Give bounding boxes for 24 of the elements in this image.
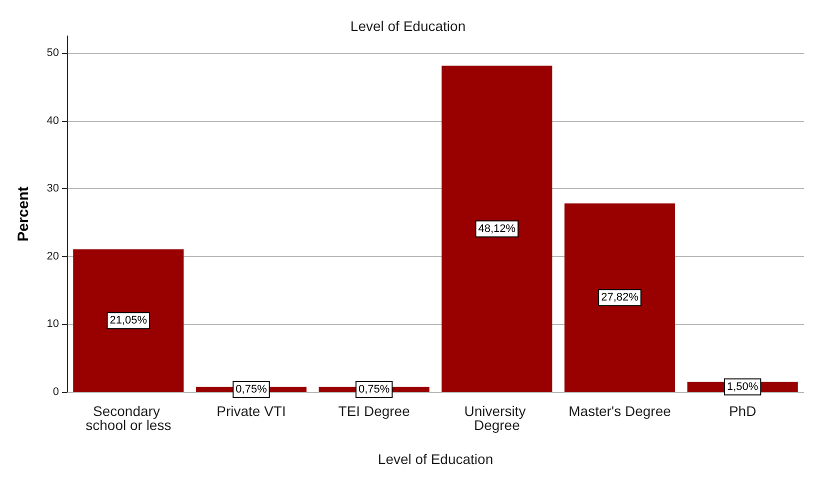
y-tick-label: 30 [46, 182, 59, 195]
y-tick-label: 10 [46, 318, 59, 330]
bar [564, 203, 676, 392]
x-tick-label: Master's Degree [568, 403, 672, 419]
bar [442, 66, 552, 392]
x-tick-label: Private VTI [216, 403, 286, 419]
x-axis-title: Level of Education [378, 451, 494, 467]
data-label: 1,50% [726, 380, 758, 393]
data-label: 0,75% [236, 383, 268, 396]
data-label: 21,05% [110, 314, 148, 327]
x-tick-label: PhD [728, 403, 756, 419]
data-label: 0,75% [358, 383, 390, 396]
chart-title: Level of Education [350, 18, 466, 34]
y-tick-label: 0 [52, 386, 59, 398]
x-tick-label: University Degree [464, 403, 530, 433]
y-tick-label: 40 [46, 114, 59, 127]
y-tick-label: 20 [46, 250, 59, 262]
bar [73, 249, 184, 392]
x-tick-label: Secondary school or less [86, 403, 172, 433]
y-tick-label: 50 [46, 46, 59, 59]
y-axis-title: Percent [15, 186, 32, 242]
data-label: 48,12% [478, 222, 516, 235]
x-tick-label: TEI Degree [338, 403, 410, 419]
data-label: 27,82% [601, 292, 639, 304]
